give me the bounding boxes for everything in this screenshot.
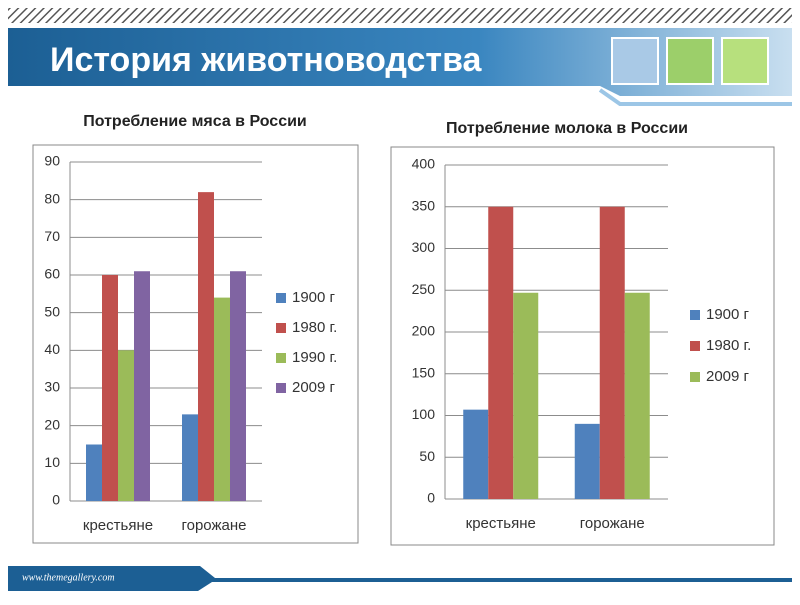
bar [463,409,489,499]
bar [513,292,539,499]
legend-swatch [276,293,286,303]
y-tick-label: 50 [44,303,60,319]
legend-label: 1980 г. [292,319,337,336]
y-tick-label: 100 [412,406,436,422]
y-tick-label: 400 [412,156,436,172]
hatch-strip [8,8,792,23]
legend-label: 2009 г [706,368,750,385]
bar [214,297,230,501]
legend-swatch [276,353,286,363]
y-tick-label: 90 [44,153,60,169]
y-tick-label: 10 [44,454,60,470]
legend-swatch [276,323,286,333]
y-tick-label: 80 [44,190,60,206]
bar [118,350,134,501]
legend-swatch [276,383,286,393]
y-tick-label: 0 [427,490,435,506]
footer-text: www.themegallery.com [22,572,115,583]
y-tick-label: 50 [419,448,435,464]
slide-title: История животноводства [50,41,483,79]
y-tick-label: 250 [412,281,436,297]
bar [86,444,102,501]
y-tick-label: 0 [52,492,60,508]
y-tick-label: 70 [44,228,60,244]
chart-title: Потребление молока в России [446,120,688,137]
x-tick-label: крестьяне [466,515,536,532]
bar [599,206,625,499]
x-tick-label: горожане [580,515,645,532]
y-tick-label: 60 [44,266,60,282]
x-tick-label: крестьяне [83,517,153,534]
y-tick-label: 350 [412,197,436,213]
x-tick-label: горожане [181,517,246,534]
header-band [8,28,792,96]
legend-swatch [690,310,700,320]
y-tick-label: 30 [44,379,60,395]
bar [624,292,650,499]
legend-label: 1900 г [292,289,336,306]
y-tick-label: 150 [412,364,436,380]
bar [198,192,214,501]
header-accent [598,88,792,106]
legend-label: 1990 г. [292,349,337,366]
legend-swatch [690,372,700,382]
y-tick-label: 40 [44,341,60,357]
legend-swatch [690,341,700,351]
bar [488,206,514,499]
legend-label: 2009 г [292,379,336,396]
footer-band [8,566,792,591]
bar [182,414,198,501]
y-tick-label: 20 [44,416,60,432]
chart-title: Потребление мяса в России [83,113,307,130]
header-image [721,37,769,85]
bar [230,271,246,501]
header-tile [611,37,659,85]
bar [102,275,118,501]
header-image [666,37,714,85]
bar [134,271,150,501]
legend-label: 1980 г. [706,337,751,354]
y-tick-label: 200 [412,323,436,339]
y-tick-label: 300 [412,239,436,255]
legend-label: 1900 г [706,306,750,323]
bar [574,423,600,499]
